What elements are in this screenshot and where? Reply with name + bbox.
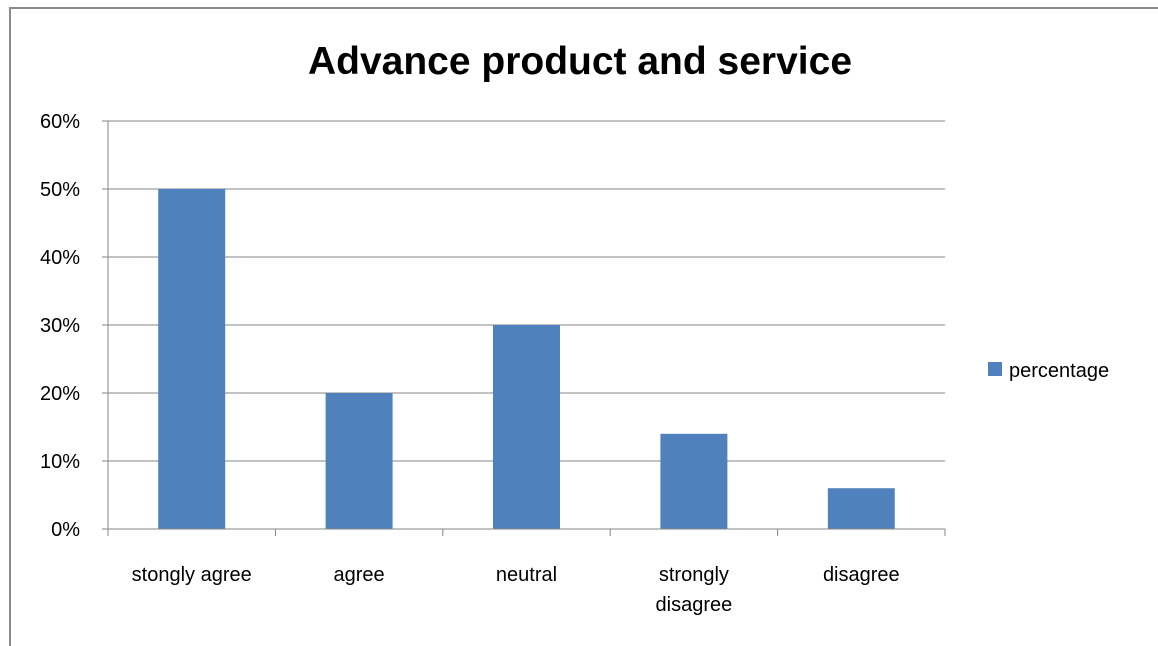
y-tick-label: 40% [40, 247, 80, 269]
bar [827, 488, 895, 529]
axes [107, 121, 946, 536]
y-tick-label: 30% [40, 315, 80, 337]
x-tick-labels: stongly agree agree neutral strongly disagre… [132, 564, 900, 616]
bar [660, 433, 728, 529]
y-tick-label: 20% [40, 383, 80, 405]
bars [158, 189, 895, 529]
chart-title: Advance product and service [308, 40, 852, 83]
x-tick-label: agree [334, 564, 385, 586]
x-tick-label: strongly disagree [656, 564, 733, 616]
x-tick-label: neutral [496, 564, 557, 586]
y-tick-label: 50% [40, 179, 80, 201]
legend-label-percentage: percentage [1009, 360, 1109, 382]
legend: percentage [988, 360, 1109, 382]
x-tick-label: disagree [823, 564, 900, 586]
y-tick-labels: 0% 10% 20% 30% 40% 50% 60% [40, 111, 80, 541]
bar [493, 325, 560, 529]
y-tick-label: 60% [40, 111, 80, 133]
bar [325, 393, 393, 529]
bar [158, 189, 226, 529]
legend-swatch [988, 362, 1002, 376]
y-tick-label: 10% [40, 451, 80, 473]
y-tick-label: 0% [51, 519, 80, 541]
x-tick-label: stongly agree [132, 564, 252, 586]
